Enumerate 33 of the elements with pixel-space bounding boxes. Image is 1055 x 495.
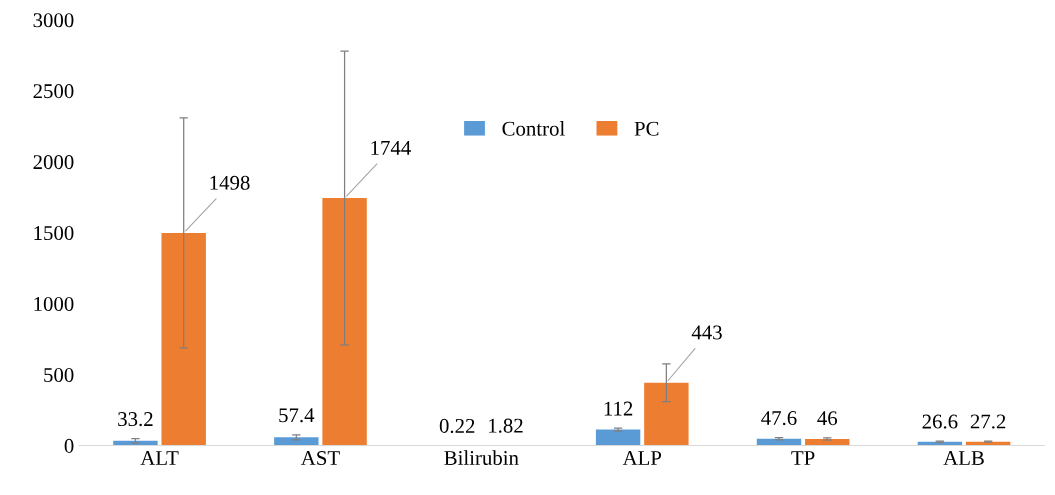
- data-label: 443: [691, 325, 722, 340]
- x-tick-label: TP: [791, 451, 815, 465]
- data-label: 1498: [210, 175, 250, 190]
- bar: [595, 429, 641, 446]
- bar: [322, 198, 367, 446]
- bar: [161, 232, 206, 446]
- x-tick-label: ALP: [622, 451, 662, 465]
- x-tick-label: ALB: [943, 451, 984, 465]
- x-tick-label: AST: [300, 451, 340, 466]
- y-tick-label: 2500: [33, 84, 74, 99]
- data-label: 1744: [371, 140, 411, 155]
- data-label: 1.82: [489, 418, 523, 433]
- data-label: 0.22: [439, 418, 475, 433]
- y-tick-label: 3000: [33, 13, 74, 28]
- data-label: 27.2: [970, 414, 1006, 429]
- data-label: 57.4: [279, 408, 315, 423]
- data-label: 46: [817, 411, 838, 426]
- x-tick-label: Bilirubin: [444, 450, 519, 466]
- legend-label: PC: [634, 121, 659, 136]
- bar: [644, 382, 689, 446]
- data-label: 47.6: [761, 411, 797, 426]
- legend-label: Control: [502, 121, 565, 136]
- y-tick-label: 1500: [34, 226, 74, 241]
- data-label: 26.6: [922, 414, 958, 429]
- y-tick-label: 500: [44, 367, 74, 382]
- x-tick-label: ALT: [140, 451, 179, 465]
- y-tick-label: 2000: [33, 155, 74, 170]
- data-label: 112: [604, 401, 633, 416]
- data-label: 33.2: [118, 412, 153, 427]
- y-tick-label: 1000: [34, 296, 74, 312]
- bar: [805, 438, 850, 446]
- y-tick-label: 0: [64, 438, 74, 453]
- bar: [274, 437, 319, 446]
